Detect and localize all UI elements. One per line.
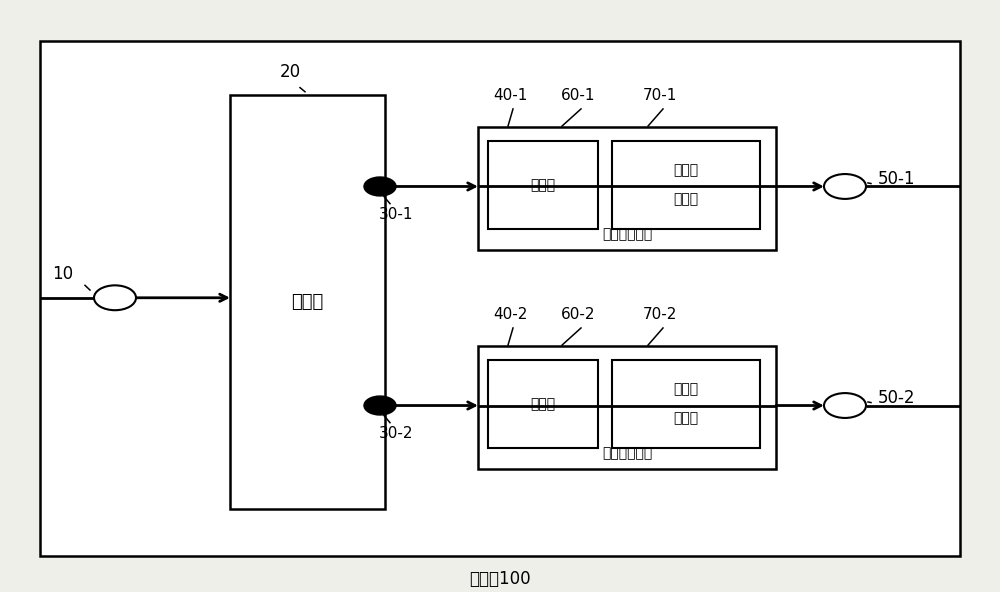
Text: 衰减量: 衰减量 [673,382,699,397]
Text: 50-2: 50-2 [878,389,916,407]
Bar [40,41,960,556]
Text: 70-2: 70-2 [643,307,677,323]
Bar [612,141,760,229]
Text: 50-1: 50-1 [878,170,916,188]
Text: 60-2: 60-2 [561,307,595,323]
Text: 调整部: 调整部 [673,192,699,206]
Circle shape [94,285,136,310]
Bar [488,360,598,448]
Bar [230,95,385,509]
Text: 调整部: 调整部 [673,411,699,425]
Bar [478,346,776,469]
Circle shape [364,396,396,415]
Text: 20: 20 [279,63,301,81]
Bar [488,141,598,229]
Bar [612,360,760,448]
Text: 70-1: 70-1 [643,88,677,104]
Text: 衰减部: 衰减部 [530,178,556,192]
Circle shape [824,174,866,199]
Bar [478,127,776,250]
Text: 分配部: 分配部 [291,293,324,311]
Circle shape [824,393,866,418]
Text: 反射波抑制部: 反射波抑制部 [602,227,652,242]
Text: 衰减部: 衰减部 [530,397,556,411]
Text: 衰减量: 衰减量 [673,163,699,178]
Circle shape [364,177,396,196]
Text: 40-1: 40-1 [493,88,527,104]
Text: 60-1: 60-1 [561,88,595,104]
Text: 10: 10 [52,265,74,282]
Text: 反射波抑制部: 反射波抑制部 [602,446,652,461]
Text: 30-2: 30-2 [379,426,413,441]
Text: 40-2: 40-2 [493,307,527,323]
Text: 30-1: 30-1 [379,207,413,222]
Text: 分配器100: 分配器100 [469,570,531,587]
